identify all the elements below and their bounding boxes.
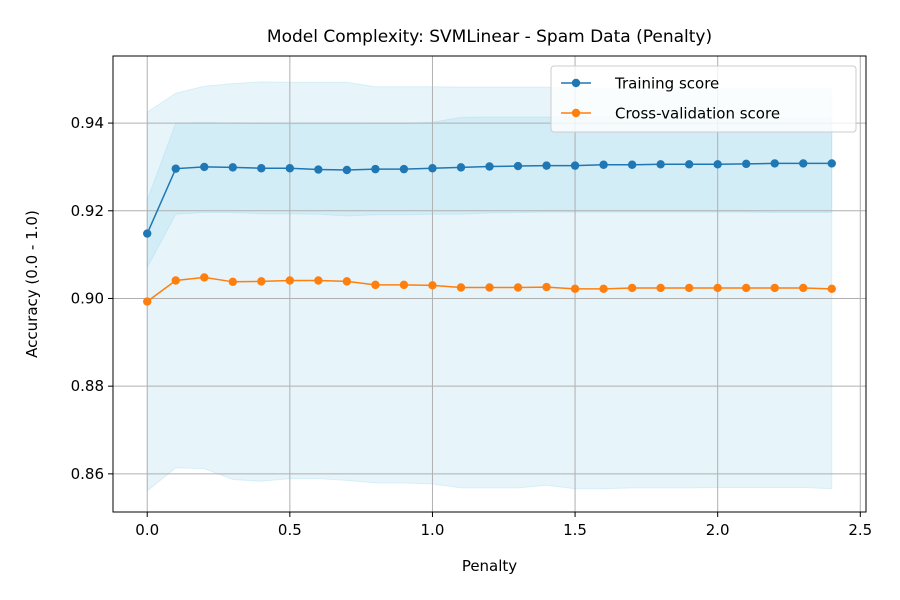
axis-ticks: 0.0 0.5 1.0 1.5 2.0 2.5 0.86 0.88 0.90 0.92 0.94	[71, 114, 873, 539]
data-point	[684, 160, 694, 169]
data-point	[428, 164, 437, 173]
data-point	[599, 160, 608, 169]
data-point	[171, 164, 180, 173]
x-tick-label: 1.0	[421, 521, 445, 539]
data-point	[257, 164, 266, 173]
chart-title: Model Complexity: SVMLinear - Spam Data …	[267, 27, 712, 47]
data-point	[228, 163, 237, 172]
legend-swatch-marker	[571, 78, 581, 88]
legend-swatch-marker	[571, 108, 581, 118]
data-point	[456, 283, 466, 292]
data-point	[570, 284, 580, 294]
data-point	[285, 276, 295, 285]
data-point	[399, 164, 409, 174]
plot-frame	[112, 55, 867, 513]
data-point	[371, 280, 380, 290]
data-point	[428, 281, 437, 290]
data-point	[770, 283, 779, 293]
data-point	[599, 284, 608, 294]
data-point	[542, 282, 551, 292]
legend-label: Cross-validation score	[615, 105, 780, 123]
data-point	[827, 284, 836, 294]
data-point	[513, 283, 523, 292]
x-axis-label: Penalty	[462, 557, 517, 575]
y-tick-label: 0.88	[71, 377, 104, 395]
data-point	[143, 297, 152, 306]
data-point	[542, 161, 551, 170]
data-point	[656, 283, 665, 293]
x-tick-label: 0.0	[135, 521, 159, 539]
y-tick-label: 0.86	[71, 465, 104, 483]
data-point	[570, 161, 580, 170]
y-tick-label: 0.92	[71, 202, 104, 220]
data-point	[684, 283, 694, 293]
data-point	[799, 159, 808, 168]
data-point	[200, 162, 209, 172]
y-tick-label: 0.94	[71, 114, 104, 132]
legend-box	[550, 65, 857, 133]
data-point	[627, 160, 637, 169]
data-point	[513, 161, 523, 171]
data-point	[742, 159, 751, 169]
data-point	[799, 283, 808, 293]
x-tick-label: 2.0	[706, 521, 730, 539]
data-point	[456, 163, 466, 172]
data-point	[257, 277, 266, 286]
data-point	[285, 164, 295, 173]
data-point	[171, 276, 180, 285]
legend: Training score Cross-validation score	[550, 65, 857, 133]
data-point	[713, 160, 722, 169]
x-tick-label: 2.5	[848, 521, 872, 539]
data-point	[485, 162, 494, 171]
data-point	[399, 280, 409, 290]
x-tick-label: 0.5	[278, 521, 302, 539]
data-point	[200, 273, 209, 282]
y-axis-label: Accuracy (0.0 - 1.0)	[23, 210, 41, 358]
data-point	[656, 160, 665, 169]
data-point	[371, 164, 380, 174]
data-point	[770, 159, 779, 168]
data-point	[713, 283, 722, 293]
series-group	[143, 159, 836, 306]
data-point	[627, 283, 637, 293]
data-point	[314, 276, 323, 285]
data-point	[485, 283, 494, 292]
data-point	[742, 283, 751, 293]
data-point	[228, 277, 237, 287]
data-point	[342, 165, 352, 175]
x-tick-label: 1.5	[563, 521, 587, 539]
legend-label: Training score	[614, 75, 719, 93]
y-tick-label: 0.90	[71, 289, 104, 307]
data-point	[342, 277, 352, 286]
data-point	[827, 159, 836, 168]
data-point	[314, 165, 323, 174]
data-point	[143, 229, 152, 238]
grid-lines	[113, 56, 866, 512]
